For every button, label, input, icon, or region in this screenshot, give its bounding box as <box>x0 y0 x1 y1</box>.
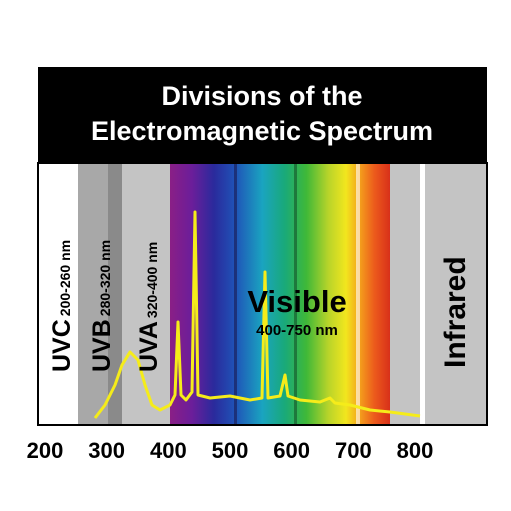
title-line: Divisions of the <box>161 81 362 111</box>
emission-curve <box>93 210 421 419</box>
near-ir-band <box>390 164 420 424</box>
band-range: 200-260 nm <box>57 240 73 316</box>
visible-band <box>170 164 390 424</box>
x-axis: 200 300 400 500 600 700 800 <box>27 438 434 463</box>
band-range: 280-320 nm <box>97 240 113 316</box>
x-tick-label: 700 <box>335 438 372 463</box>
uvb-band-dark <box>108 164 122 424</box>
infrared-band <box>425 164 486 424</box>
band-range: 320-400 nm <box>144 242 160 318</box>
x-tick-label: 400 <box>150 438 187 463</box>
x-tick-label: 600 <box>273 438 310 463</box>
band-name: UVC <box>48 319 76 372</box>
band-label: UVB 280-320 nm <box>88 240 116 372</box>
band-name: UVA <box>135 321 163 372</box>
band-name: UVB <box>88 319 116 372</box>
uva-band <box>122 164 170 424</box>
header-box <box>38 67 487 163</box>
x-tick-label: 300 <box>88 438 125 463</box>
band-name: Infrared <box>439 256 472 368</box>
band-divider <box>234 164 237 424</box>
x-tick-label: 500 <box>212 438 249 463</box>
x-tick-label: 200 <box>27 438 64 463</box>
band-label: UVA 320-400 nm <box>135 242 163 372</box>
band-divider <box>294 164 297 424</box>
title-line: Electromagnetic Spectrum <box>91 116 433 146</box>
band-range: 400-750 nm <box>256 322 338 339</box>
band-name: Visible <box>247 284 346 319</box>
band-label: UVC 200-260 nm <box>48 240 76 372</box>
x-tick-label: 800 <box>397 438 434 463</box>
uvb-band <box>78 164 108 424</box>
band-divider <box>356 164 360 424</box>
